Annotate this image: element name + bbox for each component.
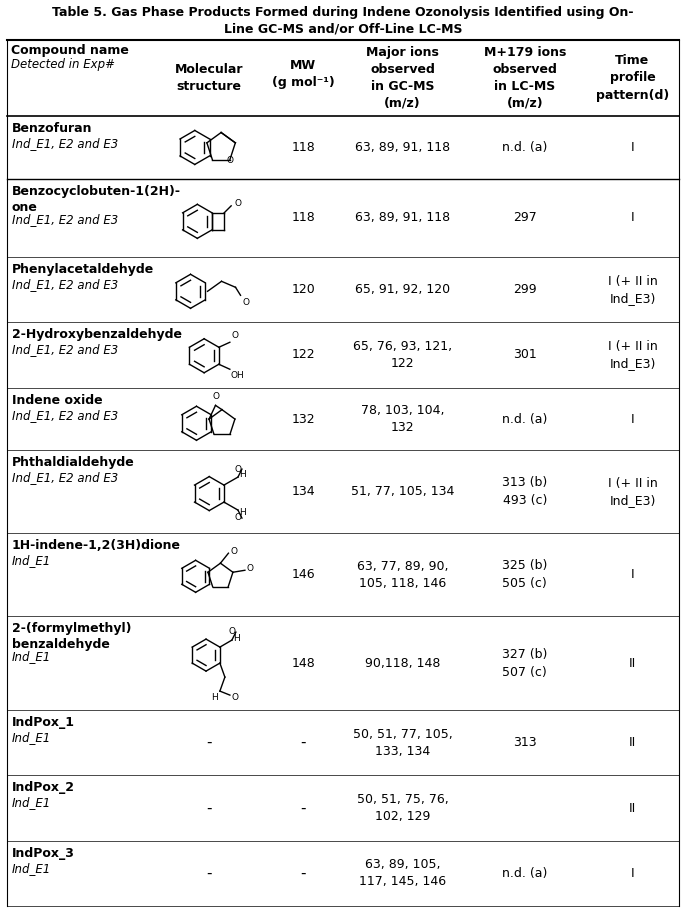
Text: II: II bbox=[629, 802, 636, 814]
Text: O: O bbox=[226, 156, 233, 165]
Text: Ind_E1: Ind_E1 bbox=[12, 862, 51, 875]
Text: 118: 118 bbox=[292, 211, 315, 225]
Text: Ind_E1: Ind_E1 bbox=[12, 796, 51, 810]
Text: 63, 77, 89, 90,
105, 118, 146: 63, 77, 89, 90, 105, 118, 146 bbox=[357, 559, 449, 590]
Text: O: O bbox=[232, 331, 239, 340]
Text: II: II bbox=[629, 656, 636, 670]
Text: 313: 313 bbox=[513, 737, 536, 749]
Text: 50, 51, 77, 105,
133, 134: 50, 51, 77, 105, 133, 134 bbox=[353, 728, 453, 758]
Text: O: O bbox=[234, 199, 241, 208]
Text: Phthaldialdehyde: Phthaldialdehyde bbox=[12, 456, 134, 470]
Text: Compound name: Compound name bbox=[11, 44, 129, 57]
Text: 2-Hydroxybenzaldehyde: 2-Hydroxybenzaldehyde bbox=[12, 328, 182, 341]
Text: I (+ II in
Ind_E3): I (+ II in Ind_E3) bbox=[608, 274, 657, 304]
Text: 325 (b)
505 (c): 325 (b) 505 (c) bbox=[502, 559, 547, 590]
Text: 299: 299 bbox=[513, 283, 536, 296]
Text: 63, 89, 91, 118: 63, 89, 91, 118 bbox=[355, 141, 450, 154]
Text: H: H bbox=[233, 633, 239, 643]
Text: 65, 91, 92, 120: 65, 91, 92, 120 bbox=[355, 283, 450, 296]
Text: O: O bbox=[232, 693, 239, 702]
Text: 134: 134 bbox=[292, 485, 315, 498]
Text: -: - bbox=[300, 866, 306, 881]
Text: 90,118, 148: 90,118, 148 bbox=[365, 656, 440, 670]
Text: O: O bbox=[243, 298, 250, 307]
Text: Detected in Exp#: Detected in Exp# bbox=[11, 58, 115, 71]
Text: Benzocyclobuten-1(2H)-
one: Benzocyclobuten-1(2H)- one bbox=[12, 185, 181, 214]
Text: IndPox_1: IndPox_1 bbox=[12, 716, 75, 729]
Text: -: - bbox=[206, 735, 212, 750]
Text: OH: OH bbox=[231, 371, 245, 380]
Text: Ind_E1, E2 and E3: Ind_E1, E2 and E3 bbox=[12, 213, 118, 226]
Text: Ind_E1, E2 and E3: Ind_E1, E2 and E3 bbox=[12, 409, 118, 421]
Text: -: - bbox=[300, 801, 306, 815]
Text: I: I bbox=[630, 412, 635, 426]
Text: Line GC-MS and/or Off-Line LC-MS: Line GC-MS and/or Off-Line LC-MS bbox=[224, 22, 462, 35]
Text: II: II bbox=[629, 737, 636, 749]
Text: n.d. (a): n.d. (a) bbox=[502, 412, 547, 426]
Text: 120: 120 bbox=[292, 283, 315, 296]
Text: H: H bbox=[239, 470, 246, 479]
Text: Benzofuran: Benzofuran bbox=[12, 122, 93, 135]
Text: O: O bbox=[235, 465, 241, 474]
Text: 1H-indene-1,2(3H)dione: 1H-indene-1,2(3H)dione bbox=[12, 539, 181, 552]
Text: Ind_E1: Ind_E1 bbox=[12, 554, 51, 568]
Text: 78, 103, 104,
132: 78, 103, 104, 132 bbox=[361, 404, 445, 434]
Text: MW
(g mol⁻¹): MW (g mol⁻¹) bbox=[272, 59, 335, 89]
Text: 297: 297 bbox=[513, 211, 536, 225]
Text: n.d. (a): n.d. (a) bbox=[502, 866, 547, 880]
Text: -: - bbox=[206, 866, 212, 881]
Text: Molecular
structure: Molecular structure bbox=[175, 63, 244, 93]
Text: Ind_E1: Ind_E1 bbox=[12, 731, 51, 744]
Text: 51, 77, 105, 134: 51, 77, 105, 134 bbox=[351, 485, 454, 498]
Text: Table 5. Gas Phase Products Formed during Indene Ozonolysis Identified using On-: Table 5. Gas Phase Products Formed durin… bbox=[52, 6, 634, 19]
Text: 118: 118 bbox=[292, 141, 315, 154]
Text: Major ions
observed
in GC-MS
(m/z): Major ions observed in GC-MS (m/z) bbox=[366, 46, 439, 110]
Text: I: I bbox=[630, 569, 635, 581]
Text: O: O bbox=[235, 513, 241, 522]
Text: O: O bbox=[212, 392, 219, 401]
Text: 313 (b)
493 (c): 313 (b) 493 (c) bbox=[502, 476, 547, 507]
Text: 65, 76, 93, 121,
122: 65, 76, 93, 121, 122 bbox=[353, 340, 452, 370]
Text: O: O bbox=[230, 547, 237, 556]
Text: IndPox_2: IndPox_2 bbox=[12, 781, 75, 794]
Text: I (+ II in
Ind_E3): I (+ II in Ind_E3) bbox=[608, 477, 657, 507]
Text: H: H bbox=[211, 693, 218, 702]
Text: Ind_E1: Ind_E1 bbox=[12, 650, 51, 664]
Text: 63, 89, 105,
117, 145, 146: 63, 89, 105, 117, 145, 146 bbox=[359, 858, 447, 888]
Text: 146: 146 bbox=[292, 569, 315, 581]
Text: O: O bbox=[228, 627, 235, 636]
Text: I: I bbox=[630, 866, 635, 880]
Text: Phenylacetaldehyde: Phenylacetaldehyde bbox=[12, 263, 154, 276]
Text: -: - bbox=[300, 735, 306, 750]
Text: O: O bbox=[247, 564, 254, 573]
Text: 132: 132 bbox=[292, 412, 315, 426]
Text: Time
profile
pattern(d): Time profile pattern(d) bbox=[596, 55, 669, 101]
Text: I: I bbox=[630, 141, 635, 154]
Text: IndPox_3: IndPox_3 bbox=[12, 846, 75, 860]
Text: 148: 148 bbox=[292, 656, 315, 670]
Text: M+179 ions
observed
in LC-MS
(m/z): M+179 ions observed in LC-MS (m/z) bbox=[484, 46, 566, 110]
Text: Ind_E1, E2 and E3: Ind_E1, E2 and E3 bbox=[12, 137, 118, 150]
Text: I: I bbox=[630, 211, 635, 225]
Text: Indene oxide: Indene oxide bbox=[12, 394, 102, 407]
Text: H: H bbox=[239, 507, 246, 516]
Text: I (+ II in
Ind_E3): I (+ II in Ind_E3) bbox=[608, 340, 657, 370]
Text: n.d. (a): n.d. (a) bbox=[502, 141, 547, 154]
Text: Ind_E1, E2 and E3: Ind_E1, E2 and E3 bbox=[12, 472, 118, 484]
Text: 327 (b)
507 (c): 327 (b) 507 (c) bbox=[502, 648, 547, 678]
Text: 63, 89, 91, 118: 63, 89, 91, 118 bbox=[355, 211, 450, 225]
Text: 50, 51, 75, 76,
102, 129: 50, 51, 75, 76, 102, 129 bbox=[357, 793, 449, 823]
Text: 301: 301 bbox=[513, 348, 536, 361]
Text: 2-(formylmethyl)
benzaldehyde: 2-(formylmethyl) benzaldehyde bbox=[12, 622, 131, 651]
Text: Ind_E1, E2 and E3: Ind_E1, E2 and E3 bbox=[12, 278, 118, 291]
Text: 122: 122 bbox=[292, 348, 315, 361]
Text: -: - bbox=[206, 801, 212, 815]
Text: Ind_E1, E2 and E3: Ind_E1, E2 and E3 bbox=[12, 344, 118, 356]
